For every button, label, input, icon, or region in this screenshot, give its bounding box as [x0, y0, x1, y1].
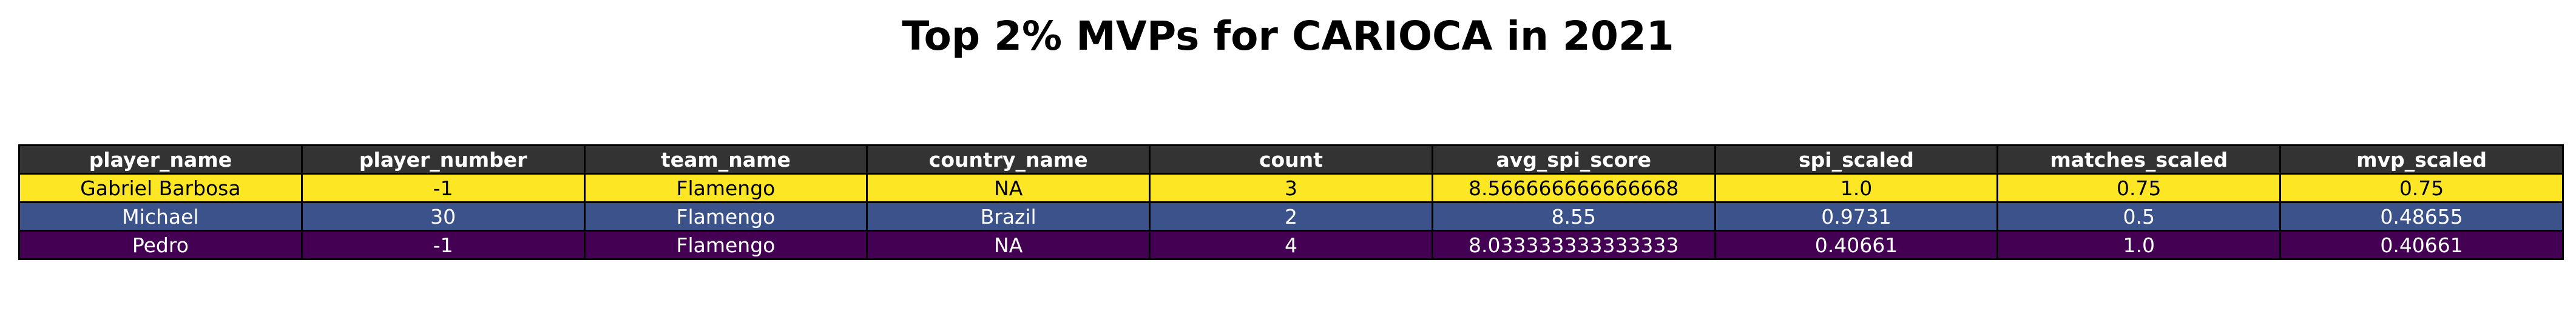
table-cell-team-name: Flamengo	[583, 201, 868, 232]
table-cell-avg-spi-score: 8.55	[1431, 201, 1716, 232]
column-header-count: count	[1149, 144, 1433, 175]
column-header-player-number: player_number	[300, 144, 586, 175]
table-cell-matches-scaled: 0.5	[1996, 201, 2282, 232]
table-cell-player-name: Pedro	[18, 230, 303, 260]
table-body: Gabriel Barbosa -1 Flamengo NA 3 8.5666666666…	[18, 173, 2564, 260]
table-cell-count: 2	[1149, 201, 1433, 232]
table-cell-mvp-scaled: 0.40661	[2279, 230, 2564, 260]
column-header-mvp-scaled: mvp_scaled	[2279, 144, 2564, 175]
table-cell-spi-scaled: 0.9731	[1714, 201, 1999, 232]
table-cell-spi-scaled: 1.0	[1714, 173, 1999, 203]
column-header-team-name: team_name	[583, 144, 868, 175]
table-row: Pedro -1 Flamengo NA 4 8.033333333333333 0.406…	[18, 230, 2564, 260]
table-cell-country-name: NA	[866, 173, 1151, 203]
table-cell-matches-scaled: 1.0	[1996, 230, 2282, 260]
table-cell-player-name: Michael	[18, 201, 303, 232]
mvp-table: player_name player_number team_name country…	[18, 144, 2564, 260]
header-row: player_name player_number team_name country…	[18, 144, 2564, 175]
table-cell-count: 4	[1149, 230, 1433, 260]
table-cell-mvp-scaled: 0.75	[2279, 173, 2564, 203]
column-header-avg-spi-score: avg_spi_score	[1431, 144, 1716, 175]
table-cell-player-name: Gabriel Barbosa	[18, 173, 303, 203]
table-cell-team-name: Flamengo	[583, 230, 868, 260]
table-cell-count: 3	[1149, 173, 1433, 203]
table-row: Gabriel Barbosa -1 Flamengo NA 3 8.5666666666…	[18, 173, 2564, 203]
table-cell-mvp-scaled: 0.48655	[2279, 201, 2564, 232]
table-cell-country-name: NA	[866, 230, 1151, 260]
column-header-matches-scaled: matches_scaled	[1996, 144, 2282, 175]
table-cell-matches-scaled: 0.75	[1996, 173, 2282, 203]
table-cell-avg-spi-score: 8.033333333333333	[1431, 230, 1716, 260]
column-header-spi-scaled: spi_scaled	[1714, 144, 1999, 175]
table-cell-player-number: 30	[300, 201, 586, 232]
table-cell-spi-scaled: 0.40661	[1714, 230, 1999, 260]
table-row: Michael 30 Flamengo Brazil 2 8.55 0.9731 0.5 0.4…	[18, 201, 2564, 232]
table-cell-country-name: Brazil	[866, 201, 1151, 232]
table-cell-player-number: -1	[300, 230, 586, 260]
table-cell-avg-spi-score: 8.566666666666668	[1431, 173, 1716, 203]
column-header-country-name: country_name	[866, 144, 1151, 175]
table-cell-team-name: Flamengo	[583, 173, 868, 203]
column-header-player-name: player_name	[18, 144, 303, 175]
table-cell-player-number: -1	[300, 173, 586, 203]
chart-title: Top 2% MVPs for CARIOCA in 2021	[902, 13, 1674, 59]
